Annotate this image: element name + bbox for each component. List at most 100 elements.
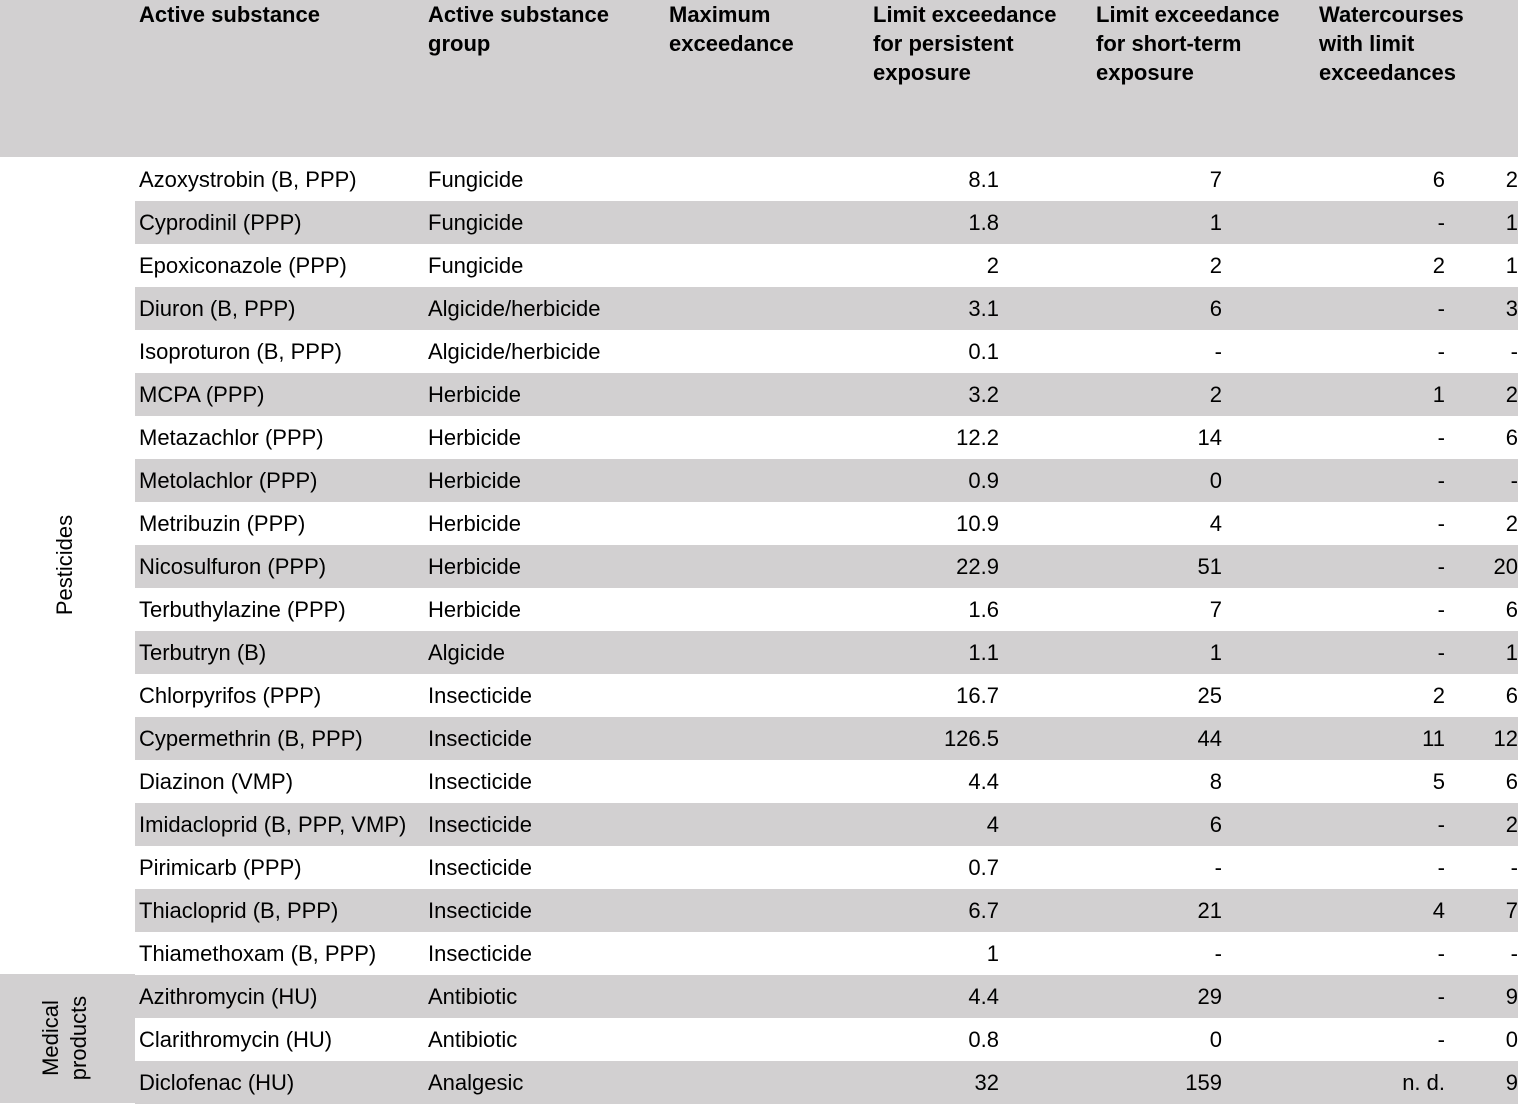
cell-group: Insecticide — [428, 812, 532, 837]
cell-short-term: - — [1437, 597, 1445, 622]
header-active-substance: Active substance — [139, 2, 320, 27]
cell-short-term: 2 — [1432, 253, 1445, 278]
cell-max-exceedance: 3.2 — [968, 382, 999, 407]
cell-persistent: 44 — [1197, 726, 1222, 751]
cell-substance: Thiacloprid (B, PPP) — [139, 898, 339, 923]
cell-short-term: 4 — [1432, 898, 1445, 923]
medical-category-band — [0, 974, 135, 1103]
cell-group: Herbicide — [428, 468, 521, 493]
cell-substance: Cyprodinil (PPP) — [139, 210, 302, 235]
cell-substance: Cypermethrin (B, PPP) — [139, 726, 363, 751]
cell-persistent: 0 — [1209, 468, 1222, 493]
cell-short-term: 11 — [1422, 726, 1445, 751]
cell-short-term: - — [1437, 425, 1445, 450]
cell-persistent: 6 — [1209, 296, 1222, 321]
cell-group: Algicide — [428, 640, 506, 665]
cell-substance: Diuron (B, PPP) — [139, 296, 296, 321]
table-row: Diazinon (VMP) Insecticide 4.4 8 5 6 — [135, 760, 1518, 803]
cell-persistent: 7 — [1209, 167, 1222, 192]
cell-max-exceedance: 0.8 — [968, 1027, 999, 1052]
header-maximum-exceedance: Maximum exceedance — [669, 2, 794, 56]
cell-short-term: - — [1437, 554, 1445, 579]
cell-group: Antibiotic — [428, 984, 518, 1009]
cell-max-exceedance: 0.1 — [968, 339, 999, 364]
cell-group: Analgesic — [428, 1070, 524, 1095]
cell-substance: Nicosulfuron (PPP) — [139, 554, 327, 579]
table-row: Epoxiconazole (PPP) Fungicide 2 2 2 1 — [135, 244, 1518, 287]
cell-persistent: 2 — [1209, 382, 1222, 407]
cell-watercourses: 12 — [1493, 726, 1518, 751]
table-row: Terbuthylazine (PPP) Herbicide 1.6 7 - 6 — [135, 588, 1518, 631]
cell-persistent: 0 — [1209, 1027, 1222, 1052]
table-row: Cyprodinil (PPP) Fungicide 1.8 1 - 1 — [135, 201, 1518, 244]
cell-group: Herbicide — [428, 597, 521, 622]
cell-substance: Thiamethoxam (B, PPP) — [139, 941, 377, 966]
table-row: Thiacloprid (B, PPP) Insecticide 6.7 21 4 7 — [135, 889, 1518, 932]
cell-substance: Chlorpyrifos (PPP) — [139, 683, 322, 708]
category-medical-products: Medical products — [38, 995, 91, 1081]
cell-persistent: - — [1214, 855, 1222, 880]
cell-max-exceedance: 12.2 — [956, 425, 999, 450]
cell-group: Fungicide — [428, 210, 524, 235]
cell-substance: Azithromycin (HU) — [139, 984, 318, 1009]
cell-max-exceedance: 126.5 — [943, 726, 999, 751]
cell-short-term: - — [1437, 941, 1445, 966]
cell-short-term: - — [1437, 339, 1445, 364]
cell-max-exceedance: 10.9 — [956, 511, 999, 536]
cell-watercourses: 6 — [1505, 683, 1518, 708]
cell-persistent: 21 — [1197, 898, 1222, 923]
cell-watercourses: 1 — [1505, 253, 1518, 278]
cell-substance: Metazachlor (PPP) — [139, 425, 324, 450]
cell-short-term: - — [1437, 210, 1445, 235]
cell-substance: Isoproturon (B, PPP) — [139, 339, 342, 364]
cell-substance: Epoxiconazole (PPP) — [139, 253, 347, 278]
table-row: Diuron (B, PPP) Algicide/herbicide 3.1 6 - 3 — [135, 287, 1518, 330]
cell-substance: Diclofenac (HU) — [139, 1070, 295, 1095]
table-row: Pirimicarb (PPP) Insecticide 0.7 - - - — [135, 846, 1518, 889]
cell-watercourses: 6 — [1505, 597, 1518, 622]
cell-max-exceedance: 8.1 — [968, 167, 999, 192]
cell-watercourses: 6 — [1505, 425, 1518, 450]
cell-substance: Metolachlor (PPP) — [139, 468, 318, 493]
cell-persistent: - — [1214, 339, 1222, 364]
cell-watercourses: - — [1510, 468, 1518, 493]
cell-group: Algicide/herbicide — [428, 339, 601, 364]
cell-group: Insecticide — [428, 855, 532, 880]
cell-group: Fungicide — [428, 253, 524, 278]
cell-max-exceedance: 4.4 — [968, 984, 999, 1009]
cell-short-term: - — [1437, 984, 1445, 1009]
cell-short-term: 5 — [1432, 769, 1445, 794]
cell-substance: Clarithromycin (HU) — [139, 1027, 333, 1052]
header-substance-group: Active substance group — [428, 2, 609, 56]
cell-watercourses: - — [1510, 855, 1518, 880]
cell-max-exceedance: 1.6 — [968, 597, 999, 622]
table-row: Chlorpyrifos (PPP) Insecticide 16.7 25 2 6 — [135, 674, 1518, 717]
cell-max-exceedance: 32 — [974, 1070, 999, 1095]
cell-substance: Pirimicarb (PPP) — [139, 855, 302, 880]
cell-max-exceedance: 16.7 — [956, 683, 999, 708]
cell-persistent: 8 — [1209, 769, 1222, 794]
cell-persistent: 14 — [1197, 425, 1222, 450]
cell-substance: Azoxystrobin (B, PPP) — [139, 167, 357, 192]
table-row: Terbutryn (B) Algicide 1.1 1 - 1 — [135, 631, 1518, 674]
cell-group: Herbicide — [428, 425, 521, 450]
cell-short-term: - — [1437, 855, 1445, 880]
cell-short-term: n. d. — [1402, 1070, 1445, 1095]
cell-persistent: 1 — [1209, 640, 1222, 665]
cell-watercourses: - — [1510, 339, 1518, 364]
cell-persistent: 1 — [1209, 210, 1222, 235]
cell-watercourses: 9 — [1505, 1070, 1518, 1095]
cell-watercourses: 1 — [1505, 640, 1518, 665]
cell-persistent: 159 — [1185, 1070, 1222, 1095]
cell-max-exceedance: 1 — [986, 941, 999, 966]
cell-short-term: 2 — [1432, 683, 1445, 708]
cell-persistent: 7 — [1209, 597, 1222, 622]
cell-watercourses: 9 — [1505, 984, 1518, 1009]
cell-watercourses: 7 — [1505, 898, 1518, 923]
cell-substance: MCPA (PPP) — [139, 382, 265, 407]
cell-watercourses: 0 — [1505, 1027, 1518, 1052]
table-row: Azoxystrobin (B, PPP) Fungicide 8.1 7 6 2 — [135, 158, 1518, 201]
cell-watercourses: 2 — [1505, 511, 1518, 536]
cell-persistent: 4 — [1209, 511, 1222, 536]
cell-watercourses: 20 — [1493, 554, 1518, 579]
